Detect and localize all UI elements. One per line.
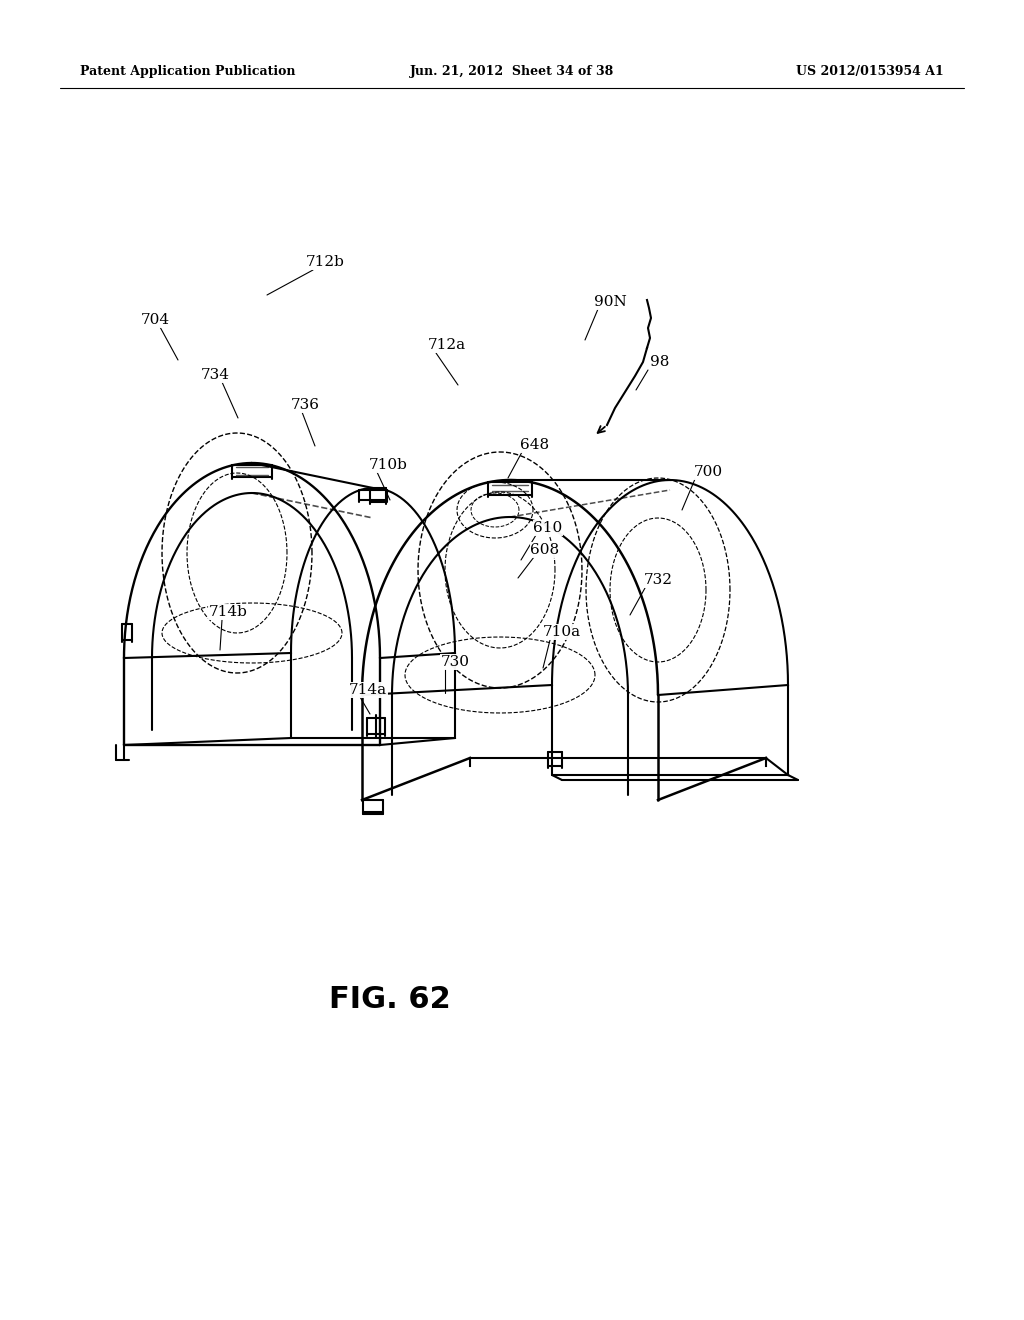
Text: 732: 732	[643, 573, 673, 587]
Text: 608: 608	[530, 543, 559, 557]
Text: 610: 610	[534, 521, 562, 535]
Text: Jun. 21, 2012  Sheet 34 of 38: Jun. 21, 2012 Sheet 34 of 38	[410, 66, 614, 78]
Text: FIG. 62: FIG. 62	[329, 986, 451, 1015]
Text: 714a: 714a	[349, 682, 387, 697]
Text: US 2012/0153954 A1: US 2012/0153954 A1	[797, 66, 944, 78]
Text: 710b: 710b	[369, 458, 408, 473]
Text: 714b: 714b	[209, 605, 248, 619]
Text: 98: 98	[650, 355, 670, 370]
Text: Patent Application Publication: Patent Application Publication	[80, 66, 296, 78]
Text: 700: 700	[693, 465, 723, 479]
Text: 90N: 90N	[594, 294, 627, 309]
Text: 736: 736	[291, 399, 319, 412]
Text: 710a: 710a	[543, 624, 581, 639]
Text: 704: 704	[140, 313, 170, 327]
Text: 648: 648	[520, 438, 550, 451]
Text: 734: 734	[201, 368, 229, 381]
Text: 730: 730	[440, 655, 469, 669]
Text: 712b: 712b	[305, 255, 344, 269]
Text: 712a: 712a	[428, 338, 466, 352]
